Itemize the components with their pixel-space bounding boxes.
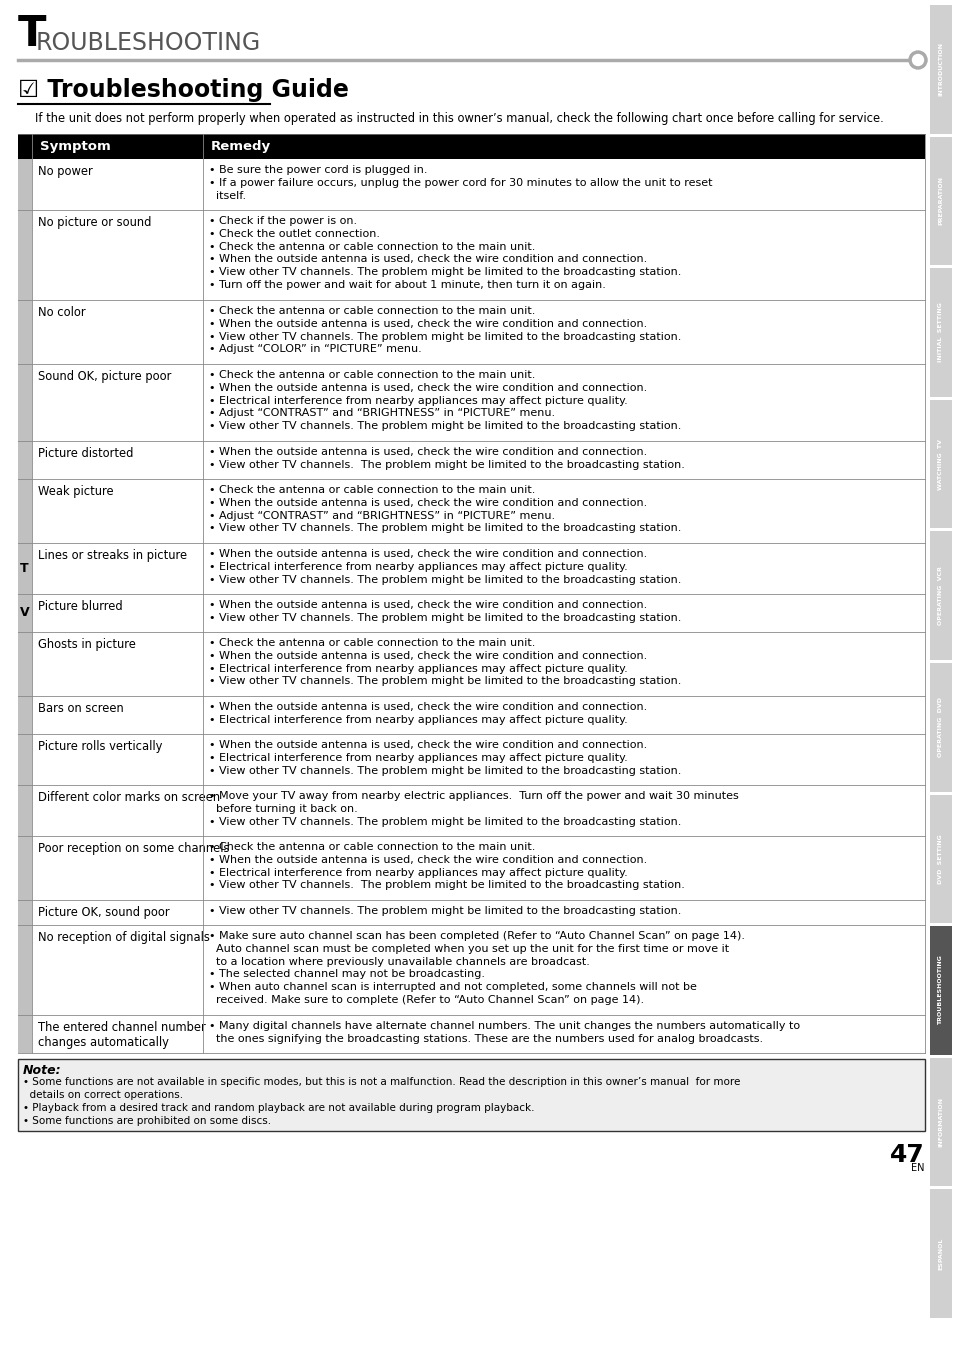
Text: ☑ Troubleshooting Guide: ☑ Troubleshooting Guide	[18, 78, 349, 102]
Text: INTRODUCTION: INTRODUCTION	[938, 42, 943, 96]
Text: No reception of digital signals: No reception of digital signals	[38, 931, 210, 944]
Text: • When the outside antenna is used, check the wire condition and connection.
• V: • When the outside antenna is used, chec…	[209, 448, 684, 470]
Bar	[32, 594, 924, 632]
Text: • Some functions are prohibited on some discs.: • Some functions are prohibited on some …	[23, 1116, 271, 1126]
Bar	[32, 159, 924, 210]
Bar	[32, 735, 924, 785]
Circle shape	[908, 51, 926, 69]
Text: No power: No power	[38, 164, 92, 178]
Bar	[929, 5, 951, 133]
Text: • Make sure auto channel scan has been completed (Refer to “Auto Channel Scan” o: • Make sure auto channel scan has been c…	[209, 931, 744, 1006]
Text: TROUBLESHOOTING: TROUBLESHOOTING	[938, 956, 943, 1026]
Text: No picture or sound: No picture or sound	[38, 216, 152, 229]
Text: Note:: Note:	[23, 1064, 62, 1077]
Bar	[32, 364, 924, 441]
Bar	[929, 531, 951, 661]
Text: Bars on screen: Bars on screen	[38, 702, 124, 714]
Text: • Playback from a desired track and random playback are not available during pro: • Playback from a desired track and rand…	[23, 1103, 534, 1113]
Text: DVD  SETTING: DVD SETTING	[938, 834, 943, 884]
Bar	[32, 696, 924, 735]
Text: 47: 47	[889, 1143, 924, 1167]
Bar	[18, 159, 32, 1053]
Bar	[929, 1189, 951, 1318]
Bar	[929, 1058, 951, 1186]
Bar	[32, 543, 924, 594]
Bar	[929, 400, 951, 528]
Text: Symptom: Symptom	[40, 140, 111, 154]
Text: If the unit does not perform properly when operated as instructed in this owner’: If the unit does not perform properly wh…	[35, 112, 882, 125]
Bar	[18, 133, 924, 159]
Text: Picture blurred: Picture blurred	[38, 600, 123, 613]
Text: INITIAL  SETTING: INITIAL SETTING	[938, 302, 943, 363]
Bar	[32, 1015, 924, 1053]
Bar	[32, 900, 924, 925]
Text: • When the outside antenna is used, check the wire condition and connection.
• E: • When the outside antenna is used, chec…	[209, 740, 680, 775]
Text: • Some functions are not available in specific modes, but this is not a malfunct: • Some functions are not available in sp…	[23, 1077, 740, 1086]
Text: • When the outside antenna is used, check the wire condition and connection.
• E: • When the outside antenna is used, chec…	[209, 702, 646, 725]
Text: • Check the antenna or cable connection to the main unit.
• When the outside ant: • Check the antenna or cable connection …	[209, 306, 680, 355]
Bar	[929, 794, 951, 923]
Text: • Be sure the power cord is plugged in.
• If a power failure occurs, unplug the : • Be sure the power cord is plugged in. …	[209, 164, 712, 201]
Text: • Many digital channels have alternate channel numbers. The unit changes the num: • Many digital channels have alternate c…	[209, 1020, 800, 1043]
Text: details on correct operations.: details on correct operations.	[23, 1091, 183, 1100]
Text: • Check the antenna or cable connection to the main unit.
• When the outside ant: • Check the antenna or cable connection …	[209, 485, 680, 534]
Text: Picture distorted: Picture distorted	[38, 448, 133, 460]
Bar	[929, 268, 951, 396]
Bar	[32, 925, 924, 1015]
Circle shape	[911, 54, 923, 66]
Text: WATCHING  TV: WATCHING TV	[938, 438, 943, 489]
Bar	[32, 441, 924, 479]
Bar	[32, 301, 924, 364]
Text: • When the outside antenna is used, check the wire condition and connection.
• V: • When the outside antenna is used, chec…	[209, 600, 680, 623]
Bar	[32, 632, 924, 696]
Text: T: T	[18, 13, 47, 55]
Text: V: V	[20, 607, 30, 620]
Text: • Check if the power is on.
• Check the outlet connection.
• Check the antenna o: • Check if the power is on. • Check the …	[209, 216, 680, 290]
Bar	[32, 785, 924, 836]
Text: ROUBLESHOOTING: ROUBLESHOOTING	[36, 31, 261, 55]
Text: Remedy: Remedy	[211, 140, 271, 154]
Text: EN: EN	[910, 1163, 924, 1173]
Text: Lines or streaks in picture: Lines or streaks in picture	[38, 549, 187, 562]
Bar	[32, 479, 924, 543]
Text: • View other TV channels. The problem might be limited to the broadcasting stati: • View other TV channels. The problem mi…	[209, 906, 680, 917]
Bar	[929, 136, 951, 266]
Text: • When the outside antenna is used, check the wire condition and connection.
• E: • When the outside antenna is used, chec…	[209, 549, 680, 585]
Bar	[32, 210, 924, 301]
Text: The entered channel number
changes automatically: The entered channel number changes autom…	[38, 1020, 206, 1049]
Text: INFORMATION: INFORMATION	[938, 1097, 943, 1147]
Text: Picture OK, sound poor: Picture OK, sound poor	[38, 906, 170, 919]
Text: ESPANOL: ESPANOL	[938, 1237, 943, 1270]
Text: T: T	[20, 562, 29, 576]
Bar	[929, 926, 951, 1054]
Text: Different color marks on screen: Different color marks on screen	[38, 791, 220, 803]
Text: • Check the antenna or cable connection to the main unit.
• When the outside ant: • Check the antenna or cable connection …	[209, 369, 680, 431]
Text: Poor reception on some channels: Poor reception on some channels	[38, 842, 230, 855]
Text: PREPARATION: PREPARATION	[938, 177, 943, 225]
Text: • Move your TV away from nearby electric appliances.  Turn off the power and wai: • Move your TV away from nearby electric…	[209, 791, 738, 826]
Text: Ghosts in picture: Ghosts in picture	[38, 638, 135, 651]
Text: Picture rolls vertically: Picture rolls vertically	[38, 740, 162, 754]
Bar	[929, 663, 951, 791]
Text: • Check the antenna or cable connection to the main unit.
• When the outside ant: • Check the antenna or cable connection …	[209, 638, 680, 686]
Text: Weak picture: Weak picture	[38, 485, 113, 497]
Text: No color: No color	[38, 306, 86, 319]
Bar	[18, 1060, 924, 1131]
Text: OPERATING  VCR: OPERATING VCR	[938, 566, 943, 625]
Bar	[32, 836, 924, 900]
Text: Sound OK, picture poor: Sound OK, picture poor	[38, 369, 172, 383]
Text: OPERATING  DVD: OPERATING DVD	[938, 697, 943, 758]
Text: • Check the antenna or cable connection to the main unit.
• When the outside ant: • Check the antenna or cable connection …	[209, 842, 684, 891]
